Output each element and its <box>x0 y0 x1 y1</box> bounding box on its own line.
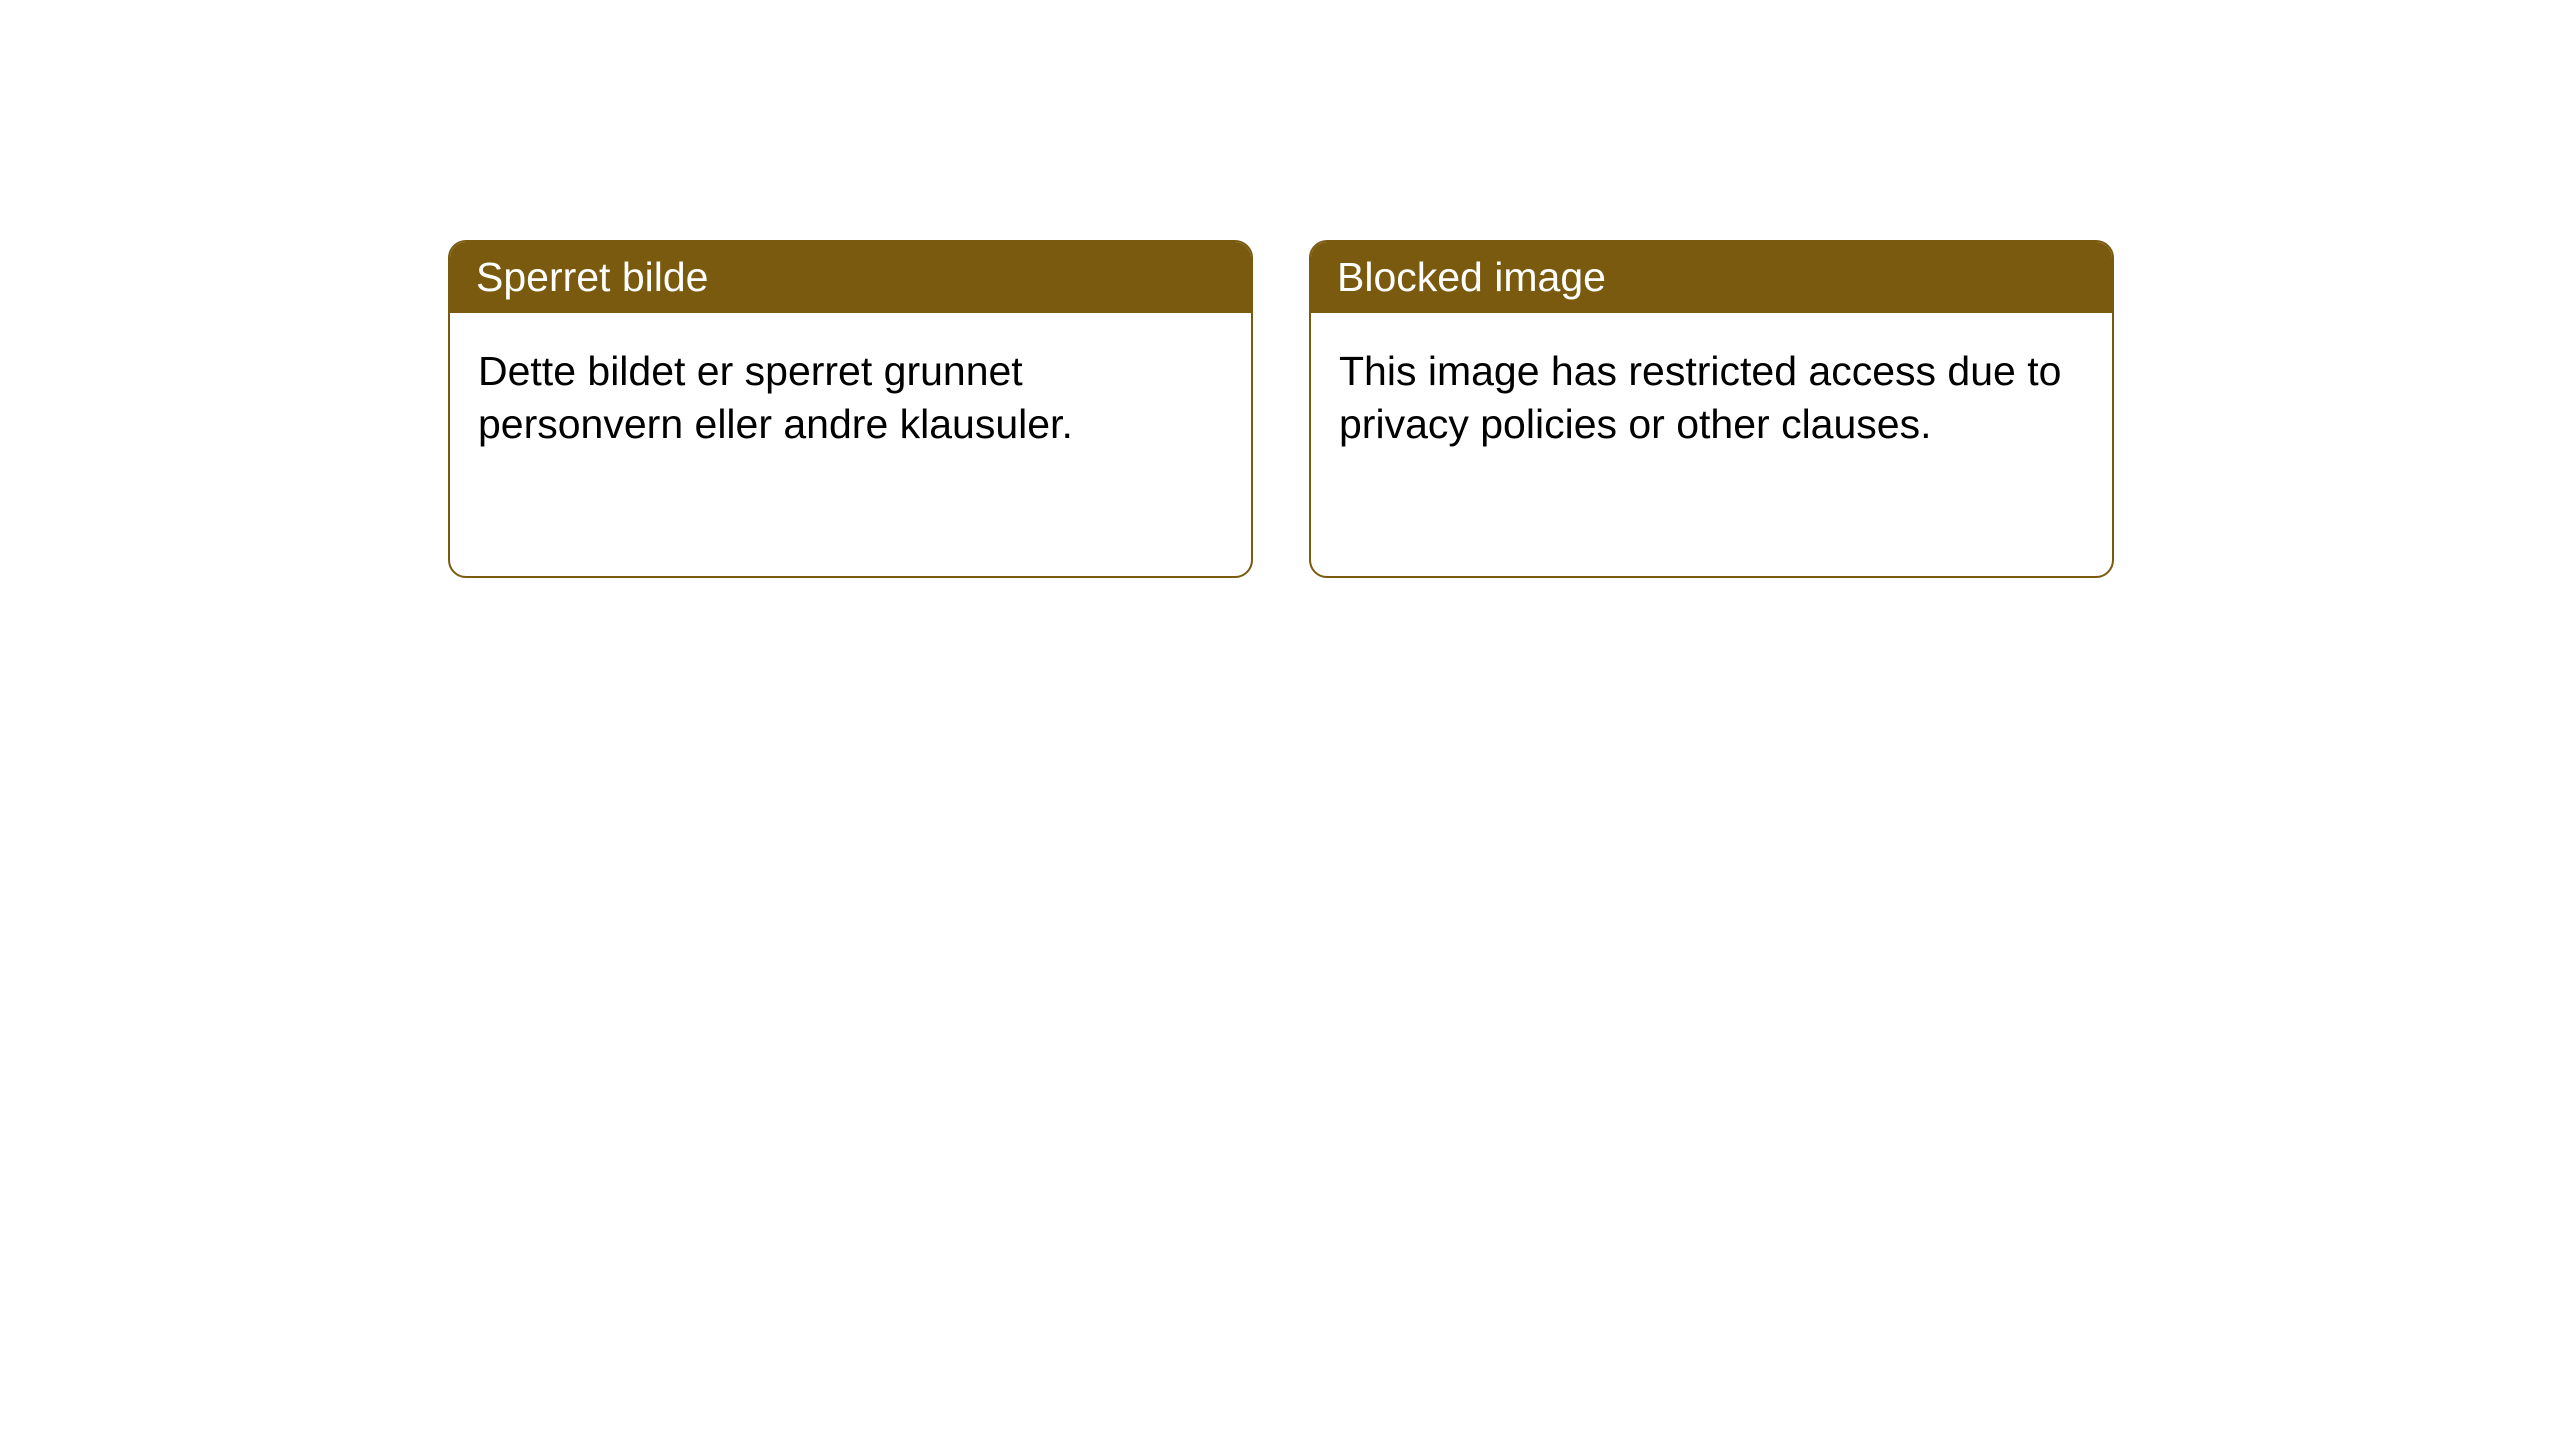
notice-body-norwegian: Dette bildet er sperret grunnet personve… <box>450 313 1251 484</box>
notice-title-english: Blocked image <box>1311 242 2112 313</box>
notice-container: Sperret bilde Dette bildet er sperret gr… <box>0 0 2560 578</box>
notice-body-english: This image has restricted access due to … <box>1311 313 2112 484</box>
notice-title-norwegian: Sperret bilde <box>450 242 1251 313</box>
notice-card-norwegian: Sperret bilde Dette bildet er sperret gr… <box>448 240 1253 578</box>
notice-card-english: Blocked image This image has restricted … <box>1309 240 2114 578</box>
